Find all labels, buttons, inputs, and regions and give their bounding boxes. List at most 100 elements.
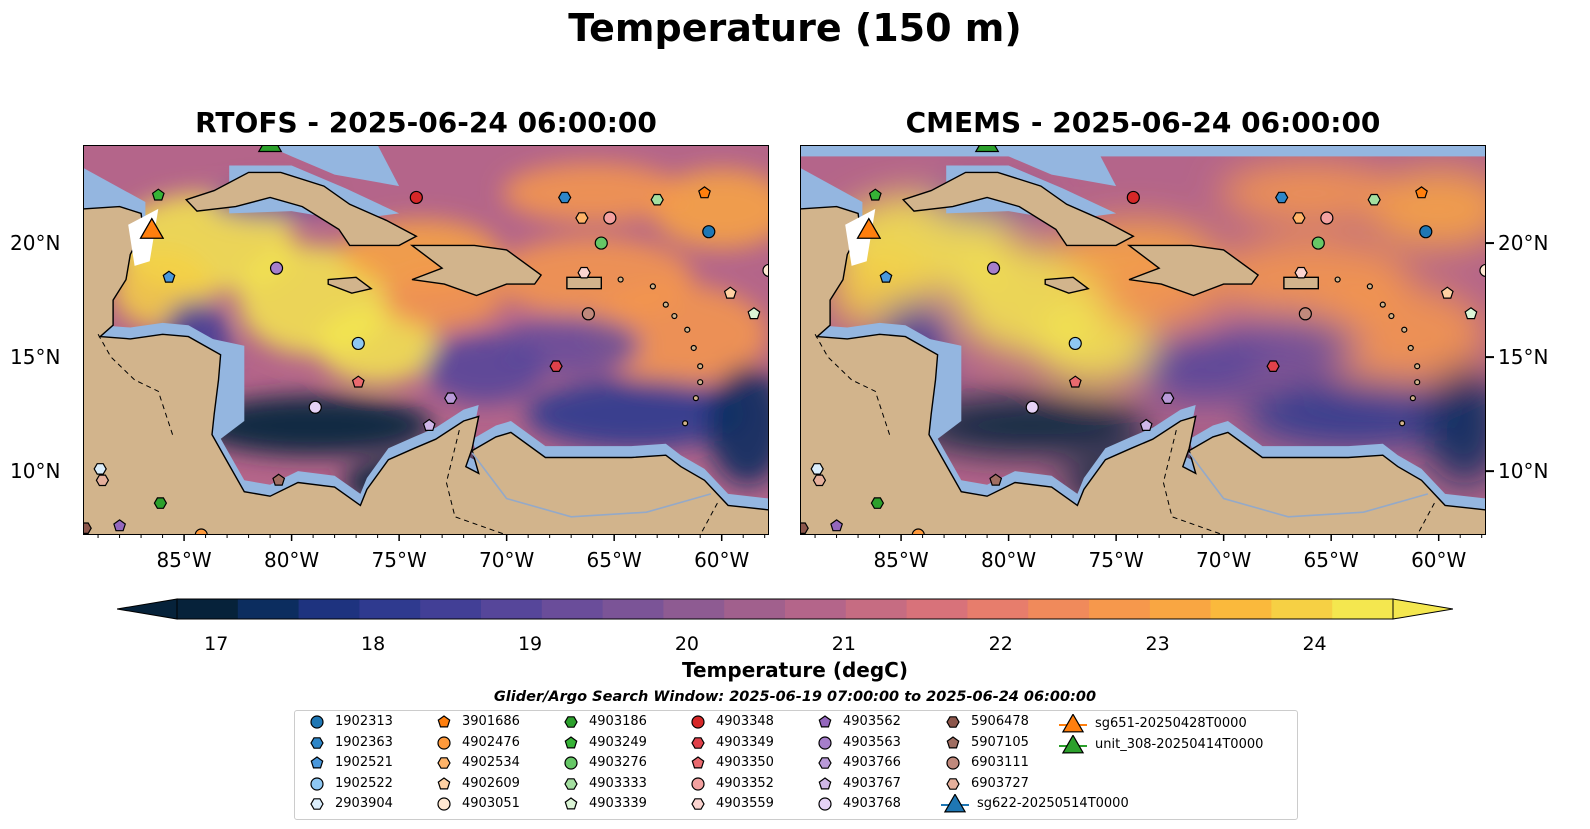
float-4903563-marker xyxy=(986,261,1001,275)
longitude-label: 60°W xyxy=(694,548,750,572)
legend-item-label: 4903562 xyxy=(843,714,901,729)
longitude-label: 60°W xyxy=(1411,548,1467,572)
hexagon-marker-icon xyxy=(437,757,451,769)
colorbar-segment xyxy=(298,599,360,619)
colorbar-tick-label: 18 xyxy=(361,633,386,655)
lesser-antilles-island xyxy=(1388,312,1395,320)
colorbar-segment xyxy=(845,599,908,619)
lesser-antilles-island xyxy=(649,283,656,290)
lesser-antilles-island xyxy=(697,379,704,386)
float-4902534-marker xyxy=(1292,212,1306,224)
float-1902363-marker xyxy=(558,191,572,204)
hexagon-marker-icon xyxy=(564,777,578,790)
legend-item-label: 6903111 xyxy=(971,755,1029,770)
float-4903051-marker xyxy=(762,263,769,278)
glider-unit_308-marker xyxy=(257,145,283,153)
longitude-label: 80°W xyxy=(980,548,1037,572)
colorbar-segment xyxy=(967,599,1029,619)
float-4903349-marker xyxy=(1266,360,1280,372)
colorbar-segment xyxy=(541,599,604,619)
rtofs-panel-title: RTOFS - 2025-06-24 06:00:00 xyxy=(195,106,657,139)
hexagon-marker-icon xyxy=(818,757,832,769)
float-1902522-marker xyxy=(351,336,365,351)
circle-marker-icon xyxy=(818,735,832,750)
legend-item-label: 4903249 xyxy=(589,734,647,750)
hexagon-marker-icon xyxy=(564,716,578,728)
hexagon-marker-icon xyxy=(691,736,705,749)
circle-marker-icon xyxy=(946,756,960,770)
colorbar-segment xyxy=(1332,599,1394,619)
map-canvas xyxy=(800,145,1494,541)
float-4903186-marker xyxy=(153,497,168,509)
float-4903562-marker xyxy=(830,519,844,532)
legend-item-label: 4903350 xyxy=(716,755,774,770)
float-4903559-marker xyxy=(1294,266,1308,279)
central-south-america-land xyxy=(83,205,769,535)
puerto-rico-land xyxy=(1283,276,1319,290)
no-data-band xyxy=(800,145,1486,157)
legend-item-label: 1902522 xyxy=(335,775,393,791)
float-1902313-marker xyxy=(702,225,716,239)
colorbar-tick-label: 24 xyxy=(1302,633,1327,655)
float-4903562-marker xyxy=(113,519,127,532)
lesser-antilles-island xyxy=(682,420,689,427)
longitude-label: 70°W xyxy=(1196,548,1252,572)
pentagon-marker-icon xyxy=(946,735,960,748)
colorbar-segment xyxy=(1089,599,1151,619)
legend-item-label: 4903766 xyxy=(843,755,901,770)
colorbar-tick-label: 20 xyxy=(674,633,700,655)
colorbar-segment xyxy=(663,599,725,619)
legend-item-label: sg651-20250428T0000 xyxy=(1095,716,1247,731)
float-4903767-marker xyxy=(422,418,436,431)
glider-unit_308-marker xyxy=(974,145,1000,153)
lesser-antilles-island xyxy=(1407,344,1414,352)
legend-item-label: 1902313 xyxy=(335,714,393,729)
float-4902534-marker xyxy=(575,212,589,224)
circle-marker-icon xyxy=(437,735,451,750)
legend-item-label: 4903186 xyxy=(589,714,647,729)
circle-marker-icon xyxy=(691,715,705,729)
lesser-antilles-island xyxy=(1409,395,1416,402)
border-line xyxy=(814,334,891,438)
map-canvas xyxy=(83,145,769,541)
float-6903727-marker xyxy=(95,474,110,487)
float-4902476-marker xyxy=(194,528,208,535)
legend-item-label: 2903904 xyxy=(335,796,393,811)
float-6903111-marker xyxy=(1298,307,1312,321)
colorbar-segment xyxy=(1028,599,1090,619)
pentagon-marker-icon xyxy=(818,715,832,728)
jamaica-land xyxy=(1044,276,1090,294)
latitude-label: 10°N xyxy=(1498,459,1549,484)
legend-item-label: sg622-20250514T0000 xyxy=(977,796,1129,811)
float-1902522-marker xyxy=(1068,336,1082,351)
legend-item-label: 4903276 xyxy=(589,755,647,770)
float-4903352-marker xyxy=(603,211,617,225)
triangle-marker-icon xyxy=(941,794,969,813)
colorbar-segment xyxy=(481,599,543,619)
legend-item-label: 1902363 xyxy=(335,734,393,750)
longitude-label: 70°W xyxy=(479,548,535,572)
triangle-marker-icon xyxy=(1059,734,1087,754)
rtofs-map[interactable] xyxy=(83,145,783,545)
colorbar-segment xyxy=(1271,599,1333,619)
hispaniola-land xyxy=(1126,244,1260,297)
circle-marker-icon xyxy=(437,797,451,811)
float-4902609-marker xyxy=(723,286,737,299)
legend-item-label: 4903767 xyxy=(843,775,901,791)
legend-item-label: 4902534 xyxy=(462,755,520,770)
colorbar-tick-label: 23 xyxy=(1145,633,1170,655)
central-south-america-land xyxy=(800,205,1486,535)
legend-item-label: 4903559 xyxy=(716,796,774,811)
float-4903350-marker xyxy=(1068,375,1082,388)
legend-item-label: 4903349 xyxy=(716,734,774,750)
lesser-antilles-island xyxy=(690,344,697,352)
lesser-antilles-island xyxy=(684,326,691,333)
legend-item-label: 4902609 xyxy=(462,775,520,791)
cmems-map[interactable] xyxy=(800,145,1500,545)
lesser-antilles-island xyxy=(617,276,624,283)
float-4902476-marker xyxy=(911,528,925,535)
colorbar-tick-label: 22 xyxy=(988,633,1013,655)
latitude-label: 20°N xyxy=(1498,231,1549,256)
latitude-label: 15°N xyxy=(1498,345,1549,370)
float-4903333-marker xyxy=(650,193,664,206)
